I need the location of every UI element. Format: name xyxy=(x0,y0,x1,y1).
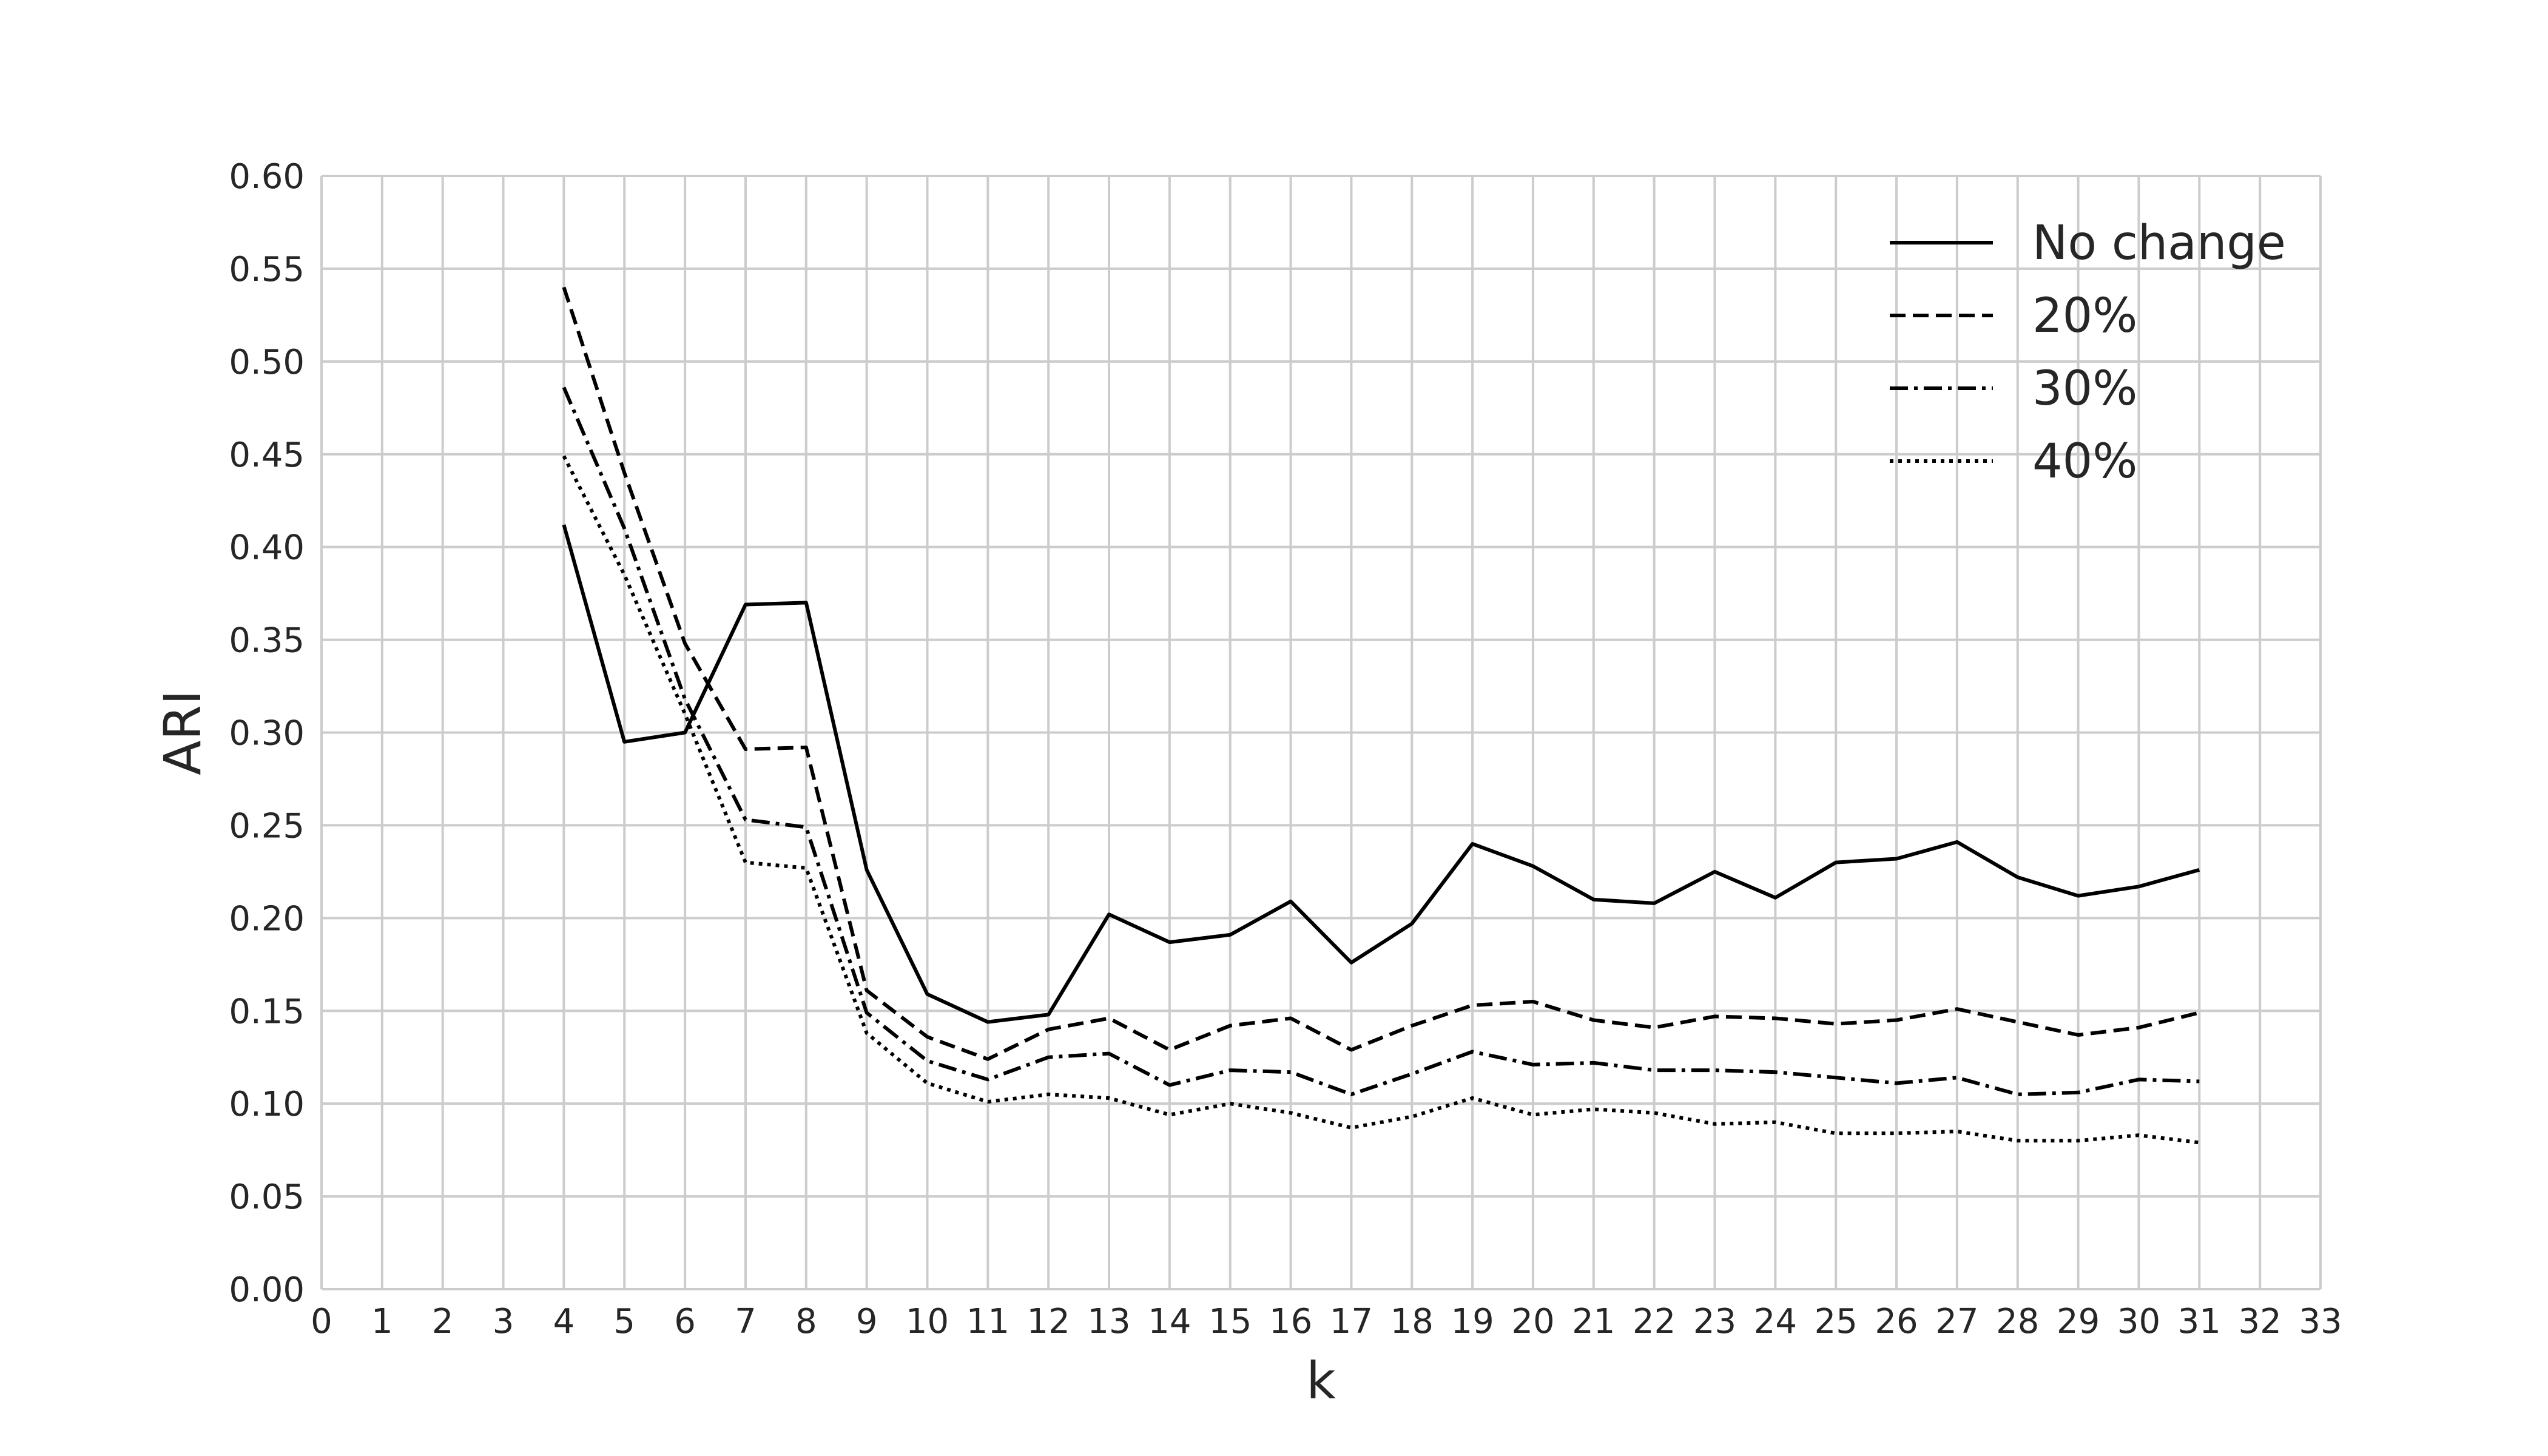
x-tick-label: 8 xyxy=(795,1302,817,1341)
y-tick-label: 0.35 xyxy=(229,621,305,661)
x-tick-label: 28 xyxy=(1996,1302,2039,1341)
x-tick-label: 11 xyxy=(966,1302,1009,1341)
x-axis-label: k xyxy=(1306,1351,1336,1410)
grid-lines xyxy=(320,175,2322,1290)
y-tick-labels: 0.00 0.05 0.10 0.15 0.20 0.25 0.30 0.35 0.40 0.45… xyxy=(229,157,305,1310)
x-tick-label: 2 xyxy=(432,1302,454,1341)
legend-label: 40% xyxy=(2032,434,2137,489)
x-tick-label: 30 xyxy=(2117,1302,2160,1341)
x-tick-label: 17 xyxy=(1330,1302,1373,1341)
y-tick-label: 0.10 xyxy=(229,1085,305,1124)
series-line-2 xyxy=(562,386,2200,1096)
y-tick-label: 0.55 xyxy=(229,250,305,289)
legend-label: No change xyxy=(2032,216,2286,271)
x-tick-label: 24 xyxy=(1754,1302,1797,1341)
x-tick-label: 31 xyxy=(2178,1302,2221,1341)
y-tick-label: 0.45 xyxy=(229,436,305,475)
x-tick-label: 29 xyxy=(2057,1302,2100,1341)
series-line-3 xyxy=(562,455,2200,1145)
x-tick-label: 3 xyxy=(493,1302,514,1341)
x-tick-label: 7 xyxy=(735,1302,757,1341)
x-tick-label: 0 xyxy=(311,1302,332,1341)
series-lines xyxy=(562,286,2200,1145)
legend: No change 20% 30% 40% xyxy=(1890,216,2286,489)
y-tick-label: 0.40 xyxy=(229,528,305,568)
y-tick-label: 0.15 xyxy=(229,992,305,1031)
legend-label: 20% xyxy=(2032,289,2137,343)
y-tick-label: 0.00 xyxy=(229,1270,305,1310)
x-tick-label: 25 xyxy=(1815,1302,1858,1341)
y-tick-label: 0.50 xyxy=(229,343,305,382)
y-tick-label: 0.20 xyxy=(229,899,305,939)
x-tick-label: 5 xyxy=(613,1302,635,1341)
y-axis-label: ARI xyxy=(153,690,212,775)
y-tick-label: 0.30 xyxy=(229,714,305,753)
x-tick-label: 10 xyxy=(906,1302,949,1341)
legend-label: 30% xyxy=(2032,362,2137,416)
x-tick-label: 20 xyxy=(1511,1302,1554,1341)
x-tick-label: 1 xyxy=(371,1302,393,1341)
x-tick-label: 22 xyxy=(1633,1302,1676,1341)
x-tick-label: 18 xyxy=(1390,1302,1434,1341)
x-tick-label: 12 xyxy=(1027,1302,1070,1341)
x-tick-label: 26 xyxy=(1875,1302,1918,1341)
y-tick-label: 0.60 xyxy=(229,157,305,197)
x-tick-labels: 0 1 2 3 4 5 6 7 8 9 10 11 12 13 14 15 16 17 18 19 20 21 22 23 24… xyxy=(311,1302,2342,1341)
series-line-1 xyxy=(562,286,2200,1061)
x-tick-label: 14 xyxy=(1148,1302,1191,1341)
x-tick-label: 32 xyxy=(2239,1302,2282,1341)
x-tick-label: 19 xyxy=(1451,1302,1494,1341)
series-line-0 xyxy=(562,524,2200,1024)
x-tick-label: 4 xyxy=(553,1302,575,1341)
y-tick-label: 0.05 xyxy=(229,1178,305,1217)
x-tick-label: 23 xyxy=(1693,1302,1736,1341)
x-tick-label: 21 xyxy=(1572,1302,1615,1341)
x-tick-label: 27 xyxy=(1935,1302,1978,1341)
x-tick-label: 16 xyxy=(1269,1302,1312,1341)
x-tick-label: 6 xyxy=(674,1302,696,1341)
x-tick-label: 9 xyxy=(856,1302,878,1341)
y-tick-label: 0.25 xyxy=(229,806,305,846)
x-tick-label: 13 xyxy=(1087,1302,1130,1341)
x-tick-label: 33 xyxy=(2299,1302,2342,1341)
x-tick-label: 15 xyxy=(1208,1302,1252,1341)
